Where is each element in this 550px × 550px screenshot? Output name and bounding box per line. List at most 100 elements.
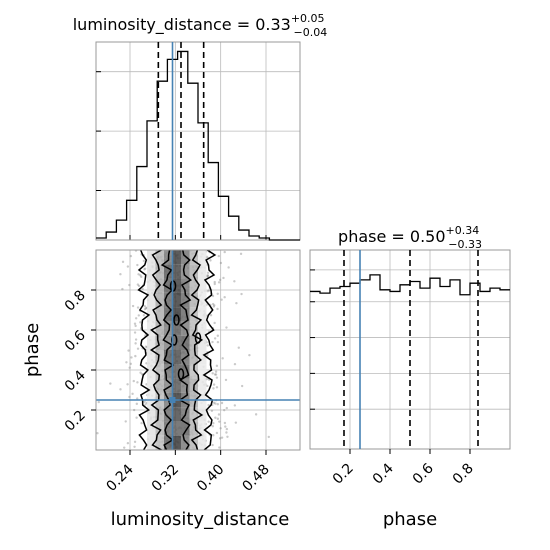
joint-density-panel: 0.24 0.32 0.40 0.48 0.2 0.4 0.6 0.8 xyxy=(62,249,301,495)
joint-density-cell xyxy=(155,292,164,308)
joint-density-cell xyxy=(198,407,207,422)
joint-sample-point xyxy=(216,340,220,344)
joint-density-cell xyxy=(172,407,181,422)
joint-sample-point xyxy=(220,401,224,405)
joint-density-cell xyxy=(198,364,207,379)
joint-sample-point xyxy=(132,379,135,383)
ld-hist-grid xyxy=(96,42,300,240)
joint-density-cell xyxy=(147,307,156,322)
joint-sample-point xyxy=(215,431,219,435)
joint-sample-point xyxy=(220,298,223,301)
phase-title-name: phase xyxy=(338,227,386,246)
joint-sample-point xyxy=(220,436,224,439)
ld-hist-yticks xyxy=(96,71,101,191)
joint-sample-point xyxy=(213,282,216,286)
ld-hist-step-line xyxy=(96,50,300,241)
joint-density-cell xyxy=(164,321,173,336)
joint-density-cell xyxy=(147,335,156,350)
joint-sample-point xyxy=(210,409,214,413)
phase-title-lower: −0.33 xyxy=(448,238,482,251)
joint-density-cell xyxy=(181,278,190,293)
joint-sample-point xyxy=(133,440,137,444)
joint-contour-line xyxy=(149,250,163,450)
joint-density-cell xyxy=(164,407,173,422)
joint-sample-point xyxy=(129,254,133,258)
joint-density-cell xyxy=(181,364,190,379)
joint-ytick-label: 0.6 xyxy=(62,327,89,354)
joint-density-cell xyxy=(198,435,207,450)
joint-sample-point xyxy=(233,280,236,283)
joint-sample-point xyxy=(225,431,228,434)
joint-sample-point xyxy=(224,378,228,382)
joint-density-cell xyxy=(172,264,181,279)
joint-contour-line xyxy=(160,250,175,450)
y-axis-label-phase: phase xyxy=(22,323,43,377)
joint-sample-point xyxy=(133,445,136,448)
joint-sample-point xyxy=(136,397,139,400)
joint-contour-line xyxy=(137,250,151,450)
ld-hist-frame xyxy=(95,41,301,241)
joint-sample-point xyxy=(237,346,240,349)
joint-density-cell xyxy=(189,278,198,293)
joint-density-cell xyxy=(164,378,173,393)
joint-sample-point xyxy=(212,434,215,437)
joint-sample-point xyxy=(217,281,221,284)
phase-hist-background xyxy=(310,250,510,449)
joint-density-cell xyxy=(189,421,198,436)
ld-title-median: 0.33 xyxy=(255,15,291,34)
joint-sample-point xyxy=(119,273,122,276)
joint-sample-point xyxy=(225,406,228,410)
joint-sample-point xyxy=(134,342,137,345)
joint-sample-point xyxy=(133,331,137,334)
joint-density-cell xyxy=(155,321,164,336)
joint-density-cell xyxy=(155,435,164,450)
joint-sample-point xyxy=(224,425,227,428)
joint-sample-point xyxy=(214,370,218,373)
joint-sample-point xyxy=(207,420,210,423)
joint-density-cell xyxy=(198,250,207,265)
joint-sample-point xyxy=(212,421,215,425)
phase-xtick-label: 0.8 xyxy=(450,461,477,488)
joint-density-cell xyxy=(172,250,181,265)
joint-density-cell xyxy=(172,435,181,450)
joint-contours xyxy=(137,250,217,450)
joint-sample-point xyxy=(126,265,130,268)
joint-ytick-label: 0.4 xyxy=(62,367,89,394)
phase-title-median: 0.50 xyxy=(410,227,446,246)
joint-sample-point xyxy=(218,446,221,449)
joint-sample-point xyxy=(144,345,148,348)
joint-density-cell xyxy=(181,292,190,308)
joint-density-cell xyxy=(155,250,164,265)
phase-histogram-panel: phase = 0.50+0.34 −0.33 xyxy=(309,224,511,450)
ld-title: luminosity_distance = 0.33+0.05 −0.04 xyxy=(73,12,328,39)
joint-sample-point xyxy=(135,402,139,406)
joint-sample-point xyxy=(126,383,129,386)
joint-density-cell xyxy=(147,407,156,422)
joint-sample-point xyxy=(222,276,225,280)
joint-sample-point xyxy=(140,275,143,279)
joint-density-cell xyxy=(189,307,198,322)
joint-sample-point xyxy=(214,402,217,405)
joint-sample-point xyxy=(206,289,209,293)
joint-contour-island xyxy=(194,332,202,344)
joint-sample-point xyxy=(212,387,215,390)
joint-sample-point xyxy=(125,361,128,364)
joint-xtick-label: 0.48 xyxy=(239,462,272,495)
joint-density-cell xyxy=(181,378,190,393)
joint-sample-point xyxy=(206,353,209,357)
joint-density-cell xyxy=(147,250,156,265)
joint-sample-point xyxy=(128,283,131,287)
joint-sample-point xyxy=(216,292,219,296)
joint-sample-point xyxy=(140,421,143,425)
ld-title-name: luminosity_distance xyxy=(73,15,232,35)
joint-y-ticks: 0.2 0.4 0.6 0.8 xyxy=(62,288,96,435)
joint-sample-point xyxy=(225,427,229,431)
joint-sample-point xyxy=(254,413,258,416)
joint-density-cell xyxy=(164,264,173,279)
joint-sample-point xyxy=(144,307,148,310)
phase-hist-yticks xyxy=(310,269,315,410)
joint-sample-point xyxy=(134,354,137,358)
joint-density-cell xyxy=(147,278,156,293)
joint-density-cell xyxy=(198,292,207,308)
joint-density-cell xyxy=(172,350,181,365)
